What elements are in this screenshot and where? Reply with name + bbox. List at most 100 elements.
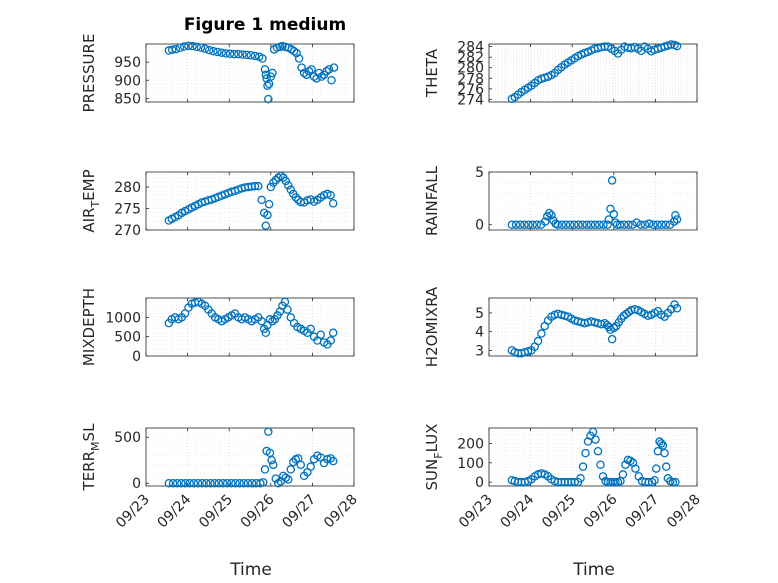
data-point bbox=[593, 446, 603, 456]
subplot-3: 0 5 RAINFALL bbox=[423, 165, 698, 236]
series-markers bbox=[507, 427, 680, 487]
y-tick-label: 275 bbox=[114, 202, 141, 218]
data-point bbox=[281, 473, 291, 482]
y-tick-label: 270 bbox=[114, 223, 141, 239]
axes-box bbox=[145, 171, 355, 231]
data-point bbox=[268, 316, 277, 326]
data-point bbox=[656, 439, 666, 448]
data-point bbox=[524, 220, 533, 229]
series-markers bbox=[164, 41, 339, 104]
data-point bbox=[268, 68, 277, 78]
data-point bbox=[615, 220, 625, 229]
data-point bbox=[289, 47, 299, 56]
data-point bbox=[574, 220, 583, 229]
data-point bbox=[647, 477, 657, 487]
data-point bbox=[259, 478, 268, 487]
data-point bbox=[628, 220, 637, 229]
data-point bbox=[668, 477, 678, 487]
data-point bbox=[296, 460, 306, 470]
data-point bbox=[258, 54, 267, 63]
series-markers bbox=[164, 297, 338, 349]
data-point bbox=[263, 210, 272, 220]
subplot-4: 0 500 1000 MIXDEPTH bbox=[80, 288, 355, 366]
data-point bbox=[597, 319, 606, 329]
data-point bbox=[235, 478, 244, 488]
grid bbox=[488, 427, 698, 487]
data-point bbox=[661, 462, 671, 471]
subplot-5: 3 4 5 H2OMIXRA bbox=[423, 286, 698, 367]
data-point bbox=[651, 464, 661, 473]
data-point bbox=[507, 220, 517, 229]
data-point bbox=[218, 478, 228, 488]
y-axis-label: PRESSURE bbox=[80, 34, 98, 113]
data-point bbox=[609, 323, 619, 333]
data-point bbox=[189, 478, 199, 488]
data-point bbox=[261, 328, 271, 338]
data-point bbox=[520, 220, 529, 229]
data-point bbox=[246, 50, 256, 60]
data-point bbox=[672, 215, 682, 224]
y-tick-label: 850 bbox=[114, 91, 141, 107]
data-point bbox=[286, 185, 296, 194]
data-point bbox=[167, 45, 177, 55]
data-point bbox=[217, 48, 226, 57]
data-point bbox=[213, 47, 222, 57]
data-point bbox=[221, 49, 231, 58]
series-markers bbox=[164, 427, 338, 488]
y-tick-label: 0 bbox=[475, 475, 484, 491]
data-point bbox=[181, 478, 190, 488]
data-point bbox=[185, 478, 194, 488]
data-point bbox=[227, 478, 236, 488]
data-point bbox=[180, 42, 189, 51]
y-tick-label: 0 bbox=[132, 349, 141, 365]
data-point bbox=[565, 220, 575, 229]
data-point bbox=[537, 329, 546, 338]
data-point bbox=[540, 217, 550, 226]
data-point bbox=[266, 182, 276, 192]
data-point bbox=[545, 208, 554, 218]
data-point bbox=[202, 478, 211, 488]
data-point bbox=[603, 220, 612, 229]
series-markers bbox=[507, 176, 682, 229]
data-point bbox=[582, 220, 592, 229]
data-point bbox=[607, 176, 617, 185]
y-tick-label: 200 bbox=[457, 436, 484, 452]
data-point bbox=[557, 220, 567, 229]
data-point bbox=[172, 478, 182, 488]
data-point bbox=[576, 474, 585, 483]
data-point bbox=[214, 478, 224, 488]
data-point bbox=[286, 465, 296, 474]
data-point bbox=[661, 220, 671, 229]
data-point bbox=[672, 41, 682, 51]
data-point bbox=[653, 220, 662, 229]
data-point bbox=[196, 43, 206, 52]
data-point bbox=[658, 441, 668, 450]
data-point bbox=[193, 478, 203, 488]
data-point bbox=[594, 220, 604, 229]
data-point bbox=[644, 219, 654, 228]
data-point bbox=[329, 63, 339, 72]
data-point bbox=[619, 220, 629, 229]
axes-box bbox=[488, 171, 698, 231]
data-point bbox=[239, 478, 249, 488]
data-point bbox=[528, 220, 537, 229]
data-point bbox=[631, 464, 640, 473]
data-point bbox=[326, 336, 335, 345]
data-point bbox=[626, 456, 635, 466]
y-tick-label: 280 bbox=[457, 61, 484, 77]
y-tick-label: 276 bbox=[457, 82, 484, 98]
data-point bbox=[590, 220, 600, 229]
data-point bbox=[294, 54, 304, 63]
data-point bbox=[611, 218, 620, 227]
data-point bbox=[284, 181, 293, 190]
data-point bbox=[265, 315, 275, 324]
data-point bbox=[306, 324, 315, 334]
data-point bbox=[578, 462, 588, 471]
data-point bbox=[263, 81, 272, 90]
data-point bbox=[599, 220, 608, 229]
data-point bbox=[328, 199, 338, 208]
axes-box bbox=[145, 43, 355, 103]
data-point bbox=[317, 72, 326, 81]
data-point bbox=[640, 220, 650, 229]
